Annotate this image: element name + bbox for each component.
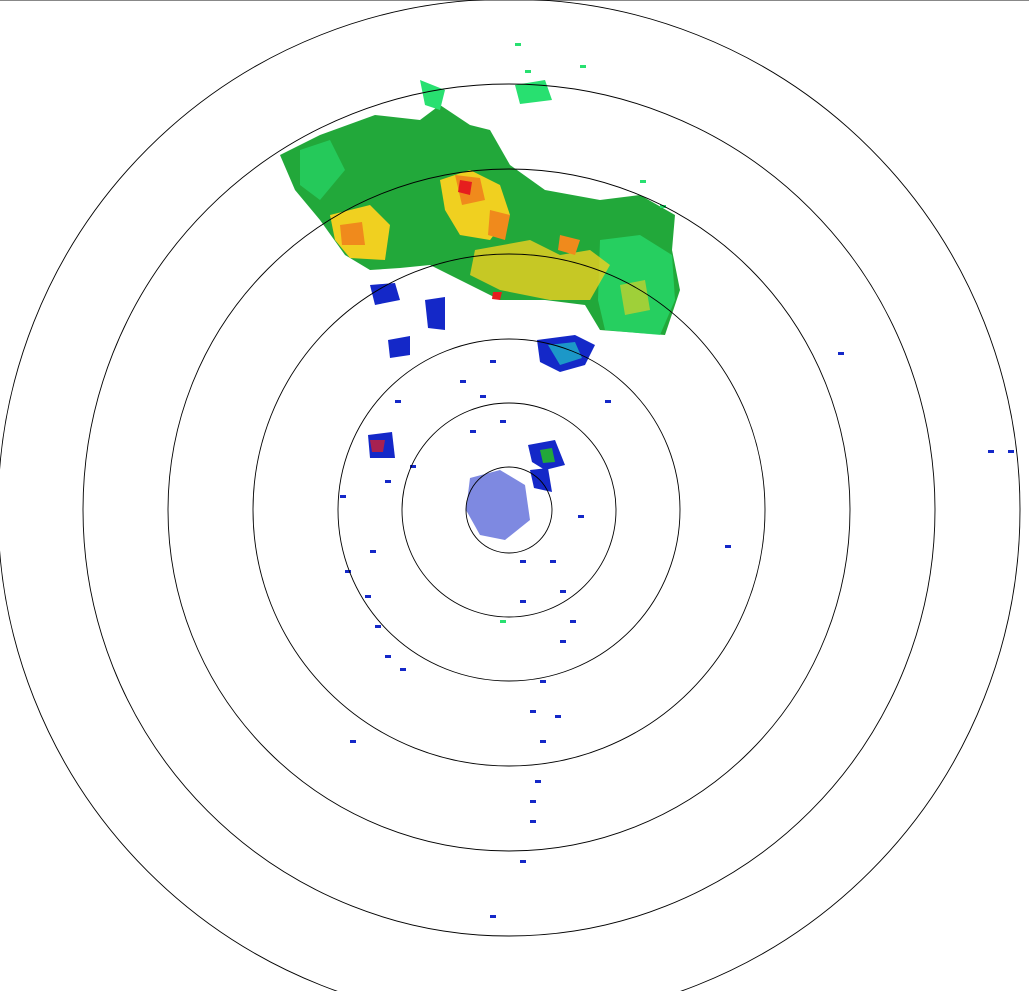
echo-speck bbox=[490, 360, 496, 363]
echo-speck bbox=[520, 600, 526, 603]
echo-speck bbox=[540, 740, 546, 743]
echo-speck bbox=[555, 715, 561, 718]
echo-core-orange bbox=[488, 210, 510, 240]
echo-speck bbox=[345, 570, 351, 573]
echo-weak bbox=[388, 336, 410, 358]
echo-speck bbox=[500, 420, 506, 423]
echo-speck bbox=[350, 740, 356, 743]
echo-weak bbox=[530, 468, 552, 492]
echo-speck bbox=[460, 380, 466, 383]
echo-speck bbox=[365, 595, 371, 598]
echo-speck bbox=[385, 480, 391, 483]
echo-speck bbox=[340, 495, 346, 498]
echo-core-red bbox=[458, 180, 472, 195]
echo-speck bbox=[660, 205, 666, 208]
echo-speck bbox=[410, 465, 416, 468]
echo-speck bbox=[1008, 450, 1014, 453]
echo-core-red bbox=[492, 292, 502, 300]
range-ring-6 bbox=[82, 83, 936, 937]
echo-speck bbox=[580, 65, 586, 68]
echo-speck bbox=[520, 860, 526, 863]
echo-speck bbox=[570, 620, 576, 623]
echo-speck bbox=[640, 180, 646, 183]
echo-core-red bbox=[370, 440, 385, 452]
echo-speck bbox=[400, 668, 406, 671]
echo-core-orange bbox=[558, 235, 580, 255]
echo-speck bbox=[470, 430, 476, 433]
echo-speck bbox=[578, 515, 584, 518]
echo-weak bbox=[548, 342, 582, 365]
echo-cell bbox=[420, 80, 445, 110]
echo-core-yellow bbox=[620, 280, 650, 315]
echo-core-orange bbox=[340, 222, 365, 245]
precipitation-echoes bbox=[280, 43, 1014, 918]
echo-speck bbox=[370, 550, 376, 553]
echo-speck bbox=[480, 395, 486, 398]
echo-cell bbox=[540, 448, 555, 463]
range-ring-4 bbox=[252, 253, 766, 767]
echo-speck bbox=[535, 780, 541, 783]
range-ring-1 bbox=[465, 466, 553, 554]
echo-speck bbox=[515, 43, 521, 46]
echo-speck bbox=[530, 800, 536, 803]
echo-speck bbox=[560, 590, 566, 593]
echo-speck bbox=[838, 352, 844, 355]
echo-speck bbox=[560, 640, 566, 643]
echo-speck bbox=[530, 710, 536, 713]
echo-speck bbox=[988, 450, 994, 453]
echo-speck bbox=[530, 820, 536, 823]
echo-speck bbox=[500, 620, 506, 623]
echo-speck bbox=[540, 680, 546, 683]
top-border bbox=[0, 0, 1029, 1]
echo-speck bbox=[395, 400, 401, 403]
echo-speck bbox=[525, 70, 531, 73]
echo-clutter bbox=[466, 470, 530, 540]
range-ring-3 bbox=[337, 338, 681, 682]
echo-speck bbox=[550, 560, 556, 563]
echo-cell bbox=[515, 80, 552, 104]
echo-speck bbox=[385, 655, 391, 658]
echo-speck bbox=[520, 560, 526, 563]
echo-cell bbox=[300, 140, 345, 200]
echo-weak bbox=[425, 297, 445, 330]
echo-speck bbox=[725, 545, 731, 548]
range-ring-2 bbox=[401, 402, 617, 618]
echo-speck bbox=[490, 915, 496, 918]
range-ring-5 bbox=[167, 168, 851, 852]
echo-speck bbox=[605, 400, 611, 403]
echo-weak bbox=[370, 283, 400, 305]
echo-speck bbox=[375, 625, 381, 628]
